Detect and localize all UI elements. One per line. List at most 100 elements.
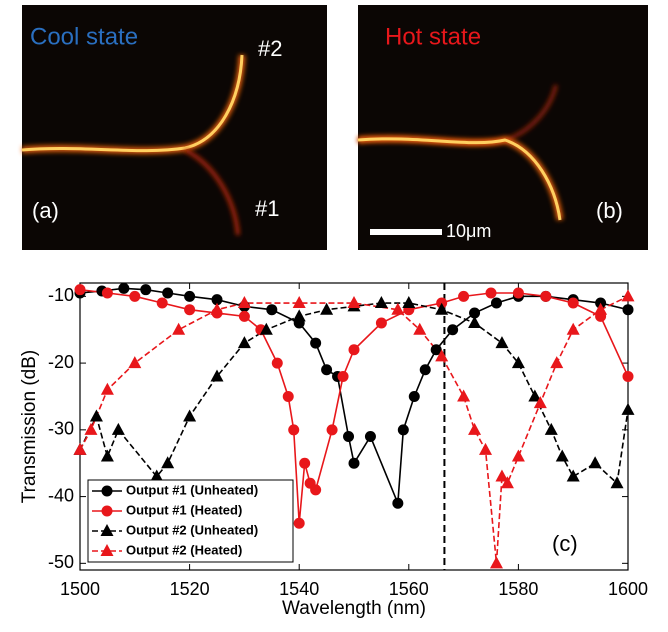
- data-point: [490, 297, 502, 309]
- data-point: [266, 304, 278, 316]
- data-point: [321, 364, 333, 376]
- data-point: [457, 389, 471, 402]
- data-point: [347, 296, 361, 309]
- data-point: [156, 297, 168, 309]
- data-point: [566, 469, 580, 482]
- data-point: [364, 431, 376, 443]
- data-point: [621, 402, 635, 415]
- data-point: [544, 422, 558, 435]
- x-tick-label: 1560: [389, 579, 429, 599]
- data-point: [435, 349, 449, 362]
- data-point: [500, 476, 514, 489]
- data-point: [237, 296, 251, 309]
- data-point: [343, 431, 355, 443]
- legend: Output #1 (Unheated) Output #1 (Heated) Ou…: [87, 479, 294, 563]
- legend-label: Output #2 (Unheated): [126, 522, 258, 537]
- data-point: [84, 422, 98, 435]
- data-point: [129, 290, 141, 302]
- y-tick-label: -10: [48, 285, 74, 305]
- data-point: [511, 356, 525, 369]
- data-point: [528, 389, 542, 402]
- data-point: [447, 324, 459, 336]
- data-point: [292, 296, 306, 309]
- data-point: [337, 370, 349, 382]
- data-point: [468, 316, 482, 329]
- panel-b: Hot state 10μm (b): [357, 5, 648, 250]
- data-point: [435, 302, 449, 315]
- data-point: [375, 317, 387, 329]
- data-point: [621, 289, 635, 302]
- data-point: [89, 409, 103, 422]
- data-point: [588, 456, 602, 469]
- data-point: [489, 556, 503, 569]
- data-point: [391, 302, 405, 315]
- data-point: [150, 469, 164, 482]
- data-point: [293, 517, 305, 529]
- data-point: [326, 424, 338, 436]
- x-tick-label: 1540: [279, 579, 319, 599]
- data-point: [74, 284, 86, 296]
- data-point: [183, 409, 197, 422]
- data-point: [533, 396, 547, 409]
- legend-marker: [100, 544, 114, 556]
- data-point: [469, 307, 481, 319]
- image-background: [22, 5, 327, 250]
- scale-bar-label: 10μm: [446, 221, 491, 241]
- y-axis-label: Transmission (dB): [19, 350, 40, 503]
- data-point: [397, 424, 409, 436]
- data-point: [402, 296, 416, 309]
- panel-label: (b): [596, 198, 623, 223]
- data-point: [555, 449, 569, 462]
- data-point: [320, 302, 334, 315]
- data-point: [210, 302, 224, 315]
- data-point: [594, 302, 608, 315]
- y-tick-label: -40: [48, 485, 74, 505]
- data-point: [292, 309, 306, 322]
- data-point: [430, 344, 442, 356]
- data-point: [622, 304, 634, 316]
- data-point: [458, 290, 470, 302]
- panel-label: (c): [552, 531, 578, 556]
- data-point: [622, 370, 634, 382]
- data-point: [610, 476, 624, 489]
- legend-label: Output #1 (Heated): [126, 502, 242, 517]
- scale-bar: [370, 229, 442, 235]
- x-tick-label: 1520: [170, 579, 210, 599]
- data-point: [348, 344, 360, 356]
- data-point: [271, 357, 283, 369]
- data-point: [495, 469, 509, 482]
- panel-c: 1500 1520 1540 1560 1580 1600 -10 -20 -30 -40 -50 W…: [19, 282, 648, 619]
- data-point: [101, 287, 113, 299]
- x-tick-label: 1600: [608, 579, 648, 599]
- legend-label: Output #1 (Unheated): [126, 482, 258, 497]
- x-tick-label: 1580: [498, 579, 538, 599]
- legend-marker: [101, 485, 113, 497]
- data-point: [161, 456, 175, 469]
- data-point: [408, 390, 420, 402]
- data-point: [495, 336, 509, 349]
- data-point: [172, 322, 186, 335]
- data-point: [100, 449, 114, 462]
- y-tick-label: -50: [48, 552, 74, 572]
- data-point: [468, 422, 482, 435]
- data-point: [348, 457, 360, 469]
- data-point: [567, 297, 579, 309]
- data-point: [419, 364, 431, 376]
- data-point: [550, 356, 564, 369]
- panel-title: Hot state: [385, 23, 481, 50]
- data-point: [211, 294, 223, 306]
- data-point: [288, 424, 300, 436]
- data-point: [73, 442, 87, 455]
- waveguide-branch: [184, 148, 240, 236]
- panel-a: Cool state #2 #1 (a): [21, 5, 327, 250]
- data-point: [511, 449, 525, 462]
- data-point: [310, 337, 322, 349]
- data-point: [184, 304, 196, 316]
- data-point: [282, 390, 294, 402]
- legend-marker: [100, 524, 114, 536]
- data-point: [237, 336, 251, 349]
- data-point: [140, 284, 152, 296]
- data-point: [566, 322, 580, 335]
- waveguide: [21, 54, 244, 153]
